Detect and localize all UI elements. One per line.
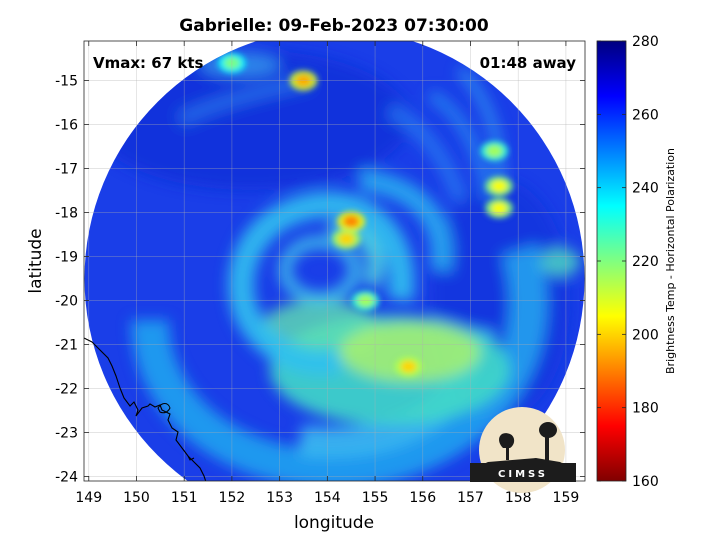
warm-spot — [400, 360, 417, 373]
y-tick-label: -16 — [55, 118, 78, 134]
x-tick-label: 158 — [505, 490, 532, 506]
colorbar-scale — [596, 40, 627, 482]
time-away-annotation: 01:48 away — [480, 54, 577, 72]
y-tick-label: -24 — [55, 470, 78, 486]
y-axis-label: latitude — [26, 228, 46, 293]
x-tick-label: 151 — [171, 490, 198, 506]
chart-title: Gabrielle: 09-Feb-2023 07:30:00 — [179, 16, 489, 36]
y-tick-label: -21 — [55, 338, 78, 354]
x-tick-label: 150 — [123, 490, 150, 506]
y-tick-label: -15 — [55, 74, 78, 90]
grid-lines — [84, 41, 585, 481]
colorbar-tick-label: 200 — [632, 327, 659, 343]
y-tick-label: -18 — [55, 206, 78, 222]
y-tick-label: -19 — [55, 250, 78, 266]
x-tick-label: 156 — [409, 490, 436, 506]
colorbar-tick-label: 260 — [632, 107, 659, 123]
x-tick-label: 152 — [219, 490, 246, 506]
colorbar-tick-label: 280 — [632, 34, 659, 50]
x-axis-ticks: 149 150 151 152 153 154 155 156 157 158 159 — [75, 41, 579, 506]
plot-area — [84, 41, 585, 481]
cimss-logo: CIMSS — [470, 407, 576, 493]
warm-spot — [491, 180, 508, 193]
y-axis-ticks: -15 -16 -17 -18 -19 -20 -21 -22 -23 -24 — [55, 74, 585, 486]
coastline — [84, 337, 207, 481]
x-tick-label: 159 — [553, 490, 580, 506]
warm-spot — [486, 145, 503, 157]
y-tick-label: -20 — [55, 294, 78, 310]
x-tick-label: 157 — [457, 490, 484, 506]
y-tick-label: -23 — [55, 426, 78, 442]
colorbar: 280 260 240 220 200 180 160 Brightness Temp - … — [596, 34, 677, 490]
x-tick-label: 154 — [314, 490, 341, 506]
colorbar-tick-label: 220 — [632, 254, 659, 270]
x-tick-label: 155 — [362, 490, 389, 506]
warm-spot — [343, 215, 360, 228]
y-tick-label: -17 — [55, 162, 78, 178]
colorbar-label: Brightness Temp - Horizontal Polarizatio… — [664, 148, 677, 374]
plot-frame — [83, 40, 586, 482]
warm-spot — [338, 233, 355, 245]
x-tick-label: 149 — [75, 490, 102, 506]
warm-spot — [491, 202, 508, 215]
logo-text: CIMSS — [498, 469, 548, 480]
colorbar-tick-label: 180 — [632, 401, 659, 417]
vmax-annotation: Vmax: 67 kts — [93, 54, 203, 72]
x-tick-label: 153 — [266, 490, 293, 506]
colorbar-tick-label: 160 — [632, 474, 659, 490]
colorbar-tick-label: 240 — [632, 181, 659, 197]
y-tick-label: -22 — [55, 382, 78, 398]
x-axis-label: longitude — [294, 513, 374, 533]
